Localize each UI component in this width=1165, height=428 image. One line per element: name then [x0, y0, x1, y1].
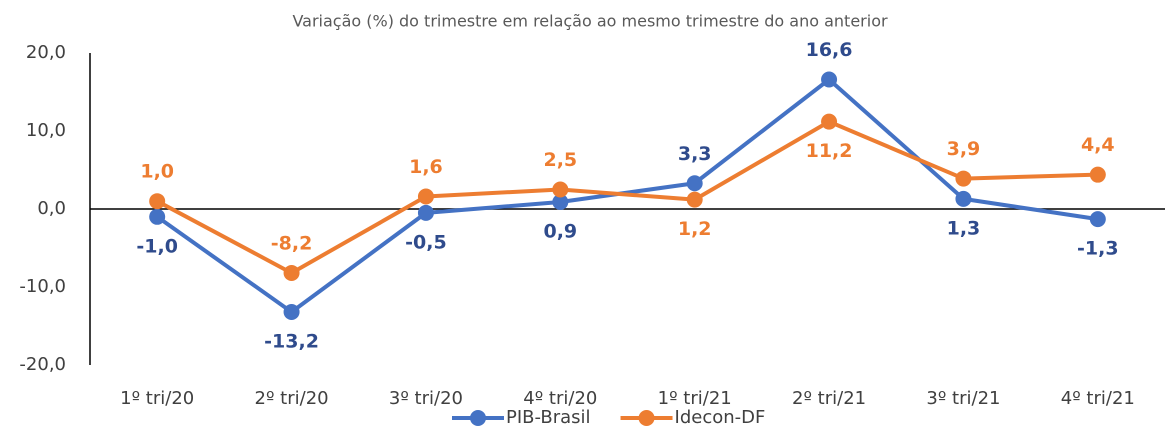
data-label: 4,4 — [1081, 134, 1115, 156]
x-tick-label: 1º tri/20 — [120, 388, 194, 409]
data-point — [149, 208, 166, 225]
series-line — [156, 119, 1098, 275]
data-label: 1,0 — [140, 161, 174, 183]
data-point — [1089, 166, 1106, 183]
data-point — [417, 188, 434, 205]
x-tick-label: 3º tri/21 — [926, 388, 1000, 409]
data-point — [552, 193, 569, 210]
x-tick-label: 2º tri/20 — [255, 388, 329, 409]
data-point — [1089, 211, 1106, 228]
data-label: 3,9 — [947, 138, 981, 160]
data-point — [686, 175, 703, 192]
data-point — [283, 303, 300, 320]
legend-marker — [470, 410, 486, 426]
x-tick-label: 1º tri/21 — [658, 388, 732, 409]
data-label: -1,3 — [1077, 238, 1119, 260]
data-label: -8,2 — [271, 232, 313, 254]
x-tick-label: 3º tri/20 — [389, 388, 463, 409]
data-label: 1,2 — [678, 218, 712, 240]
data-point — [821, 113, 838, 130]
data-point — [955, 190, 972, 207]
y-tick-label: 0,0 — [37, 198, 66, 219]
data-point — [149, 193, 166, 210]
legend-label: Idecon-DF — [675, 407, 766, 428]
data-point — [955, 170, 972, 187]
data-point — [417, 204, 434, 221]
data-label: -1,0 — [136, 235, 178, 257]
data-label: -13,2 — [264, 330, 319, 352]
data-label: 0,9 — [543, 220, 577, 242]
y-tick-label: -10,0 — [19, 276, 66, 297]
y-tick-label: 10,0 — [26, 120, 66, 141]
data-label: 2,5 — [543, 149, 577, 171]
y-tick-label: 20,0 — [26, 42, 66, 63]
data-label: 3,3 — [678, 143, 712, 165]
data-label: 11,2 — [806, 140, 853, 162]
data-label: -0,5 — [405, 231, 447, 253]
x-tick-label: 4º tri/20 — [523, 388, 597, 409]
data-point — [283, 264, 300, 281]
x-tick-label: 4º tri/21 — [1061, 388, 1135, 409]
chart-title: Variação (%) do trimestre em relação ao … — [292, 12, 888, 31]
data-point — [686, 191, 703, 208]
legend-label: PIB-Brasil — [506, 407, 591, 428]
data-label: 16,6 — [806, 39, 853, 61]
data-point — [821, 71, 838, 88]
data-label: 1,3 — [947, 217, 981, 239]
data-label: 1,6 — [409, 156, 443, 178]
y-tick-label: -20,0 — [19, 354, 66, 375]
data-point — [552, 181, 569, 198]
x-tick-label: 2º tri/21 — [792, 388, 866, 409]
legend-marker — [638, 410, 655, 426]
